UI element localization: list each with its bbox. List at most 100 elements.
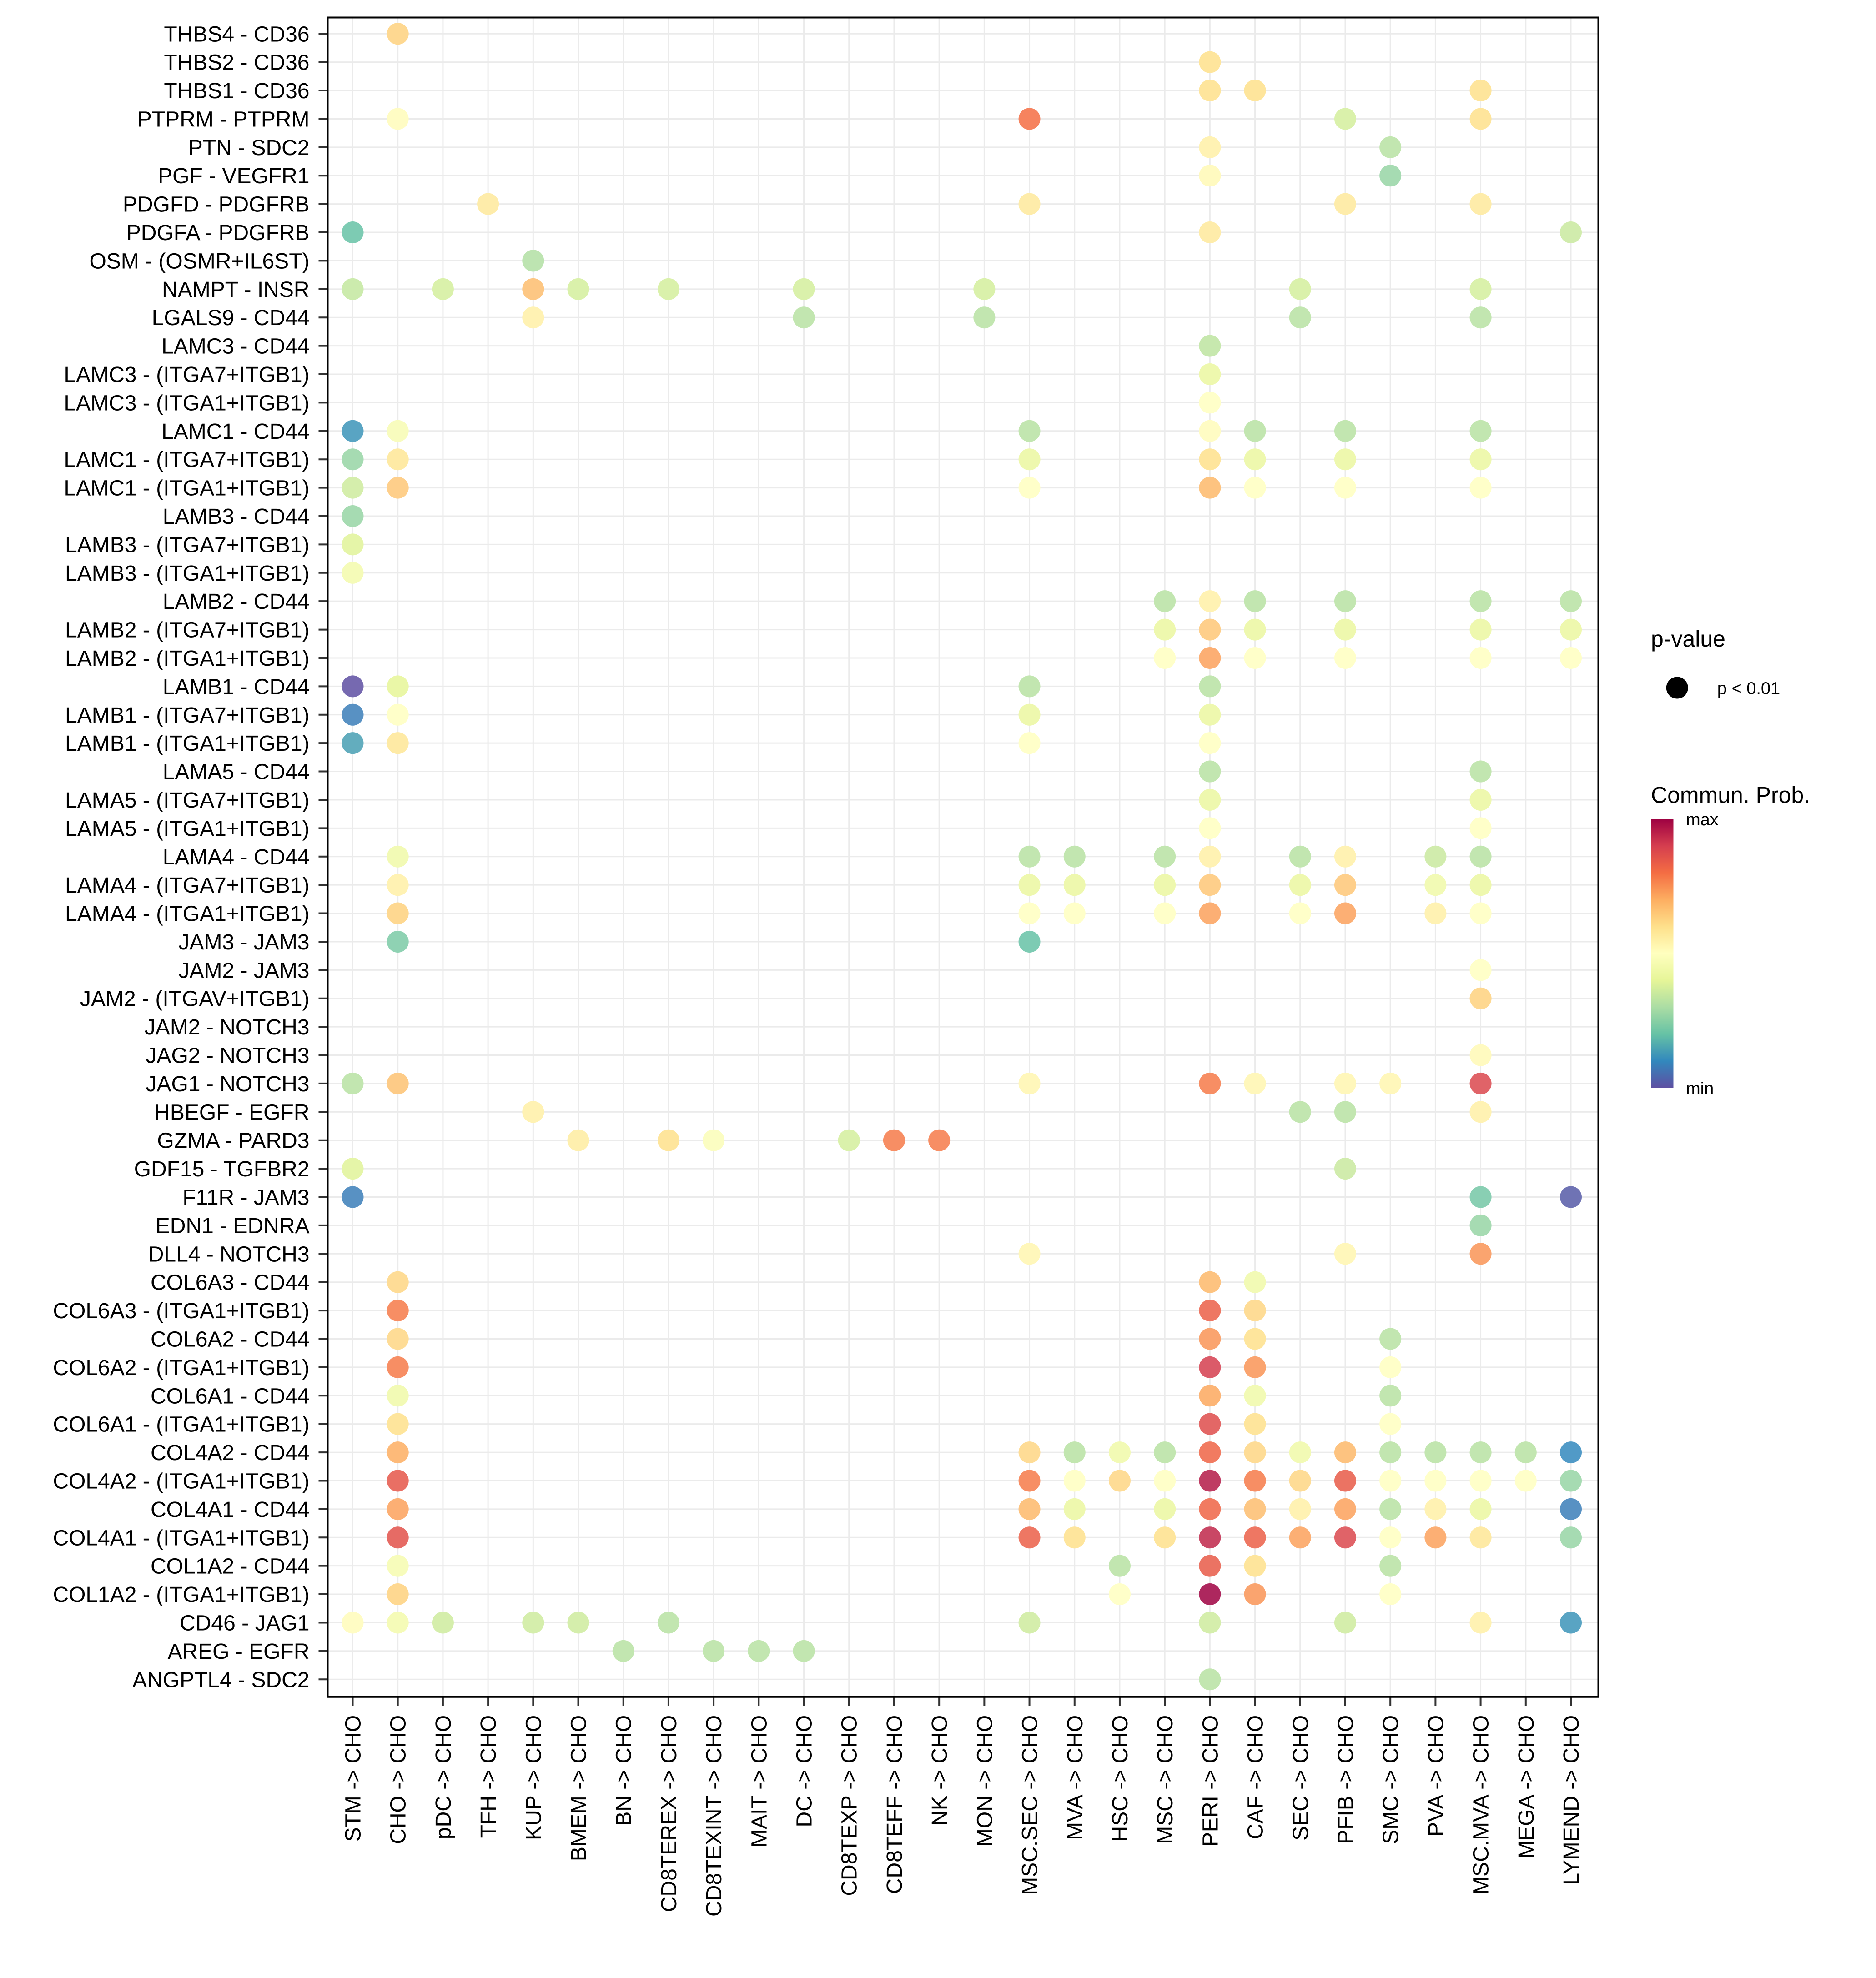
data-point <box>1469 1101 1492 1123</box>
y-tick-label: LAMB2 - CD44 <box>163 590 310 614</box>
data-point <box>1424 1470 1447 1492</box>
x-tick-label: CD8TEXP -> CHO <box>838 1715 862 1896</box>
y-tick-label: LAMB3 - CD44 <box>163 505 310 529</box>
data-point <box>1244 477 1266 499</box>
data-point <box>1469 902 1492 924</box>
data-point <box>1063 1526 1086 1549</box>
data-point <box>1154 845 1176 868</box>
data-point <box>1018 1470 1041 1492</box>
data-point <box>612 1640 634 1662</box>
data-point <box>1334 1158 1356 1180</box>
data-point <box>1469 306 1492 329</box>
data-point <box>1379 1526 1402 1549</box>
data-point <box>1560 590 1582 612</box>
y-tick-label: PTPRM - PTPRM <box>137 107 310 131</box>
y-tick-label: NAMPT - INSR <box>162 278 309 302</box>
y-tick-label: COL4A1 - (ITGA1+ITGB1) <box>53 1526 309 1550</box>
data-point <box>387 1385 409 1407</box>
y-tick-label: PGF - VEGFR1 <box>158 164 309 188</box>
data-point <box>1379 1555 1402 1577</box>
colorbar <box>1651 819 1674 1088</box>
y-tick-label: THBS4 - CD36 <box>164 22 309 46</box>
data-point <box>1199 647 1221 669</box>
data-point <box>1469 1072 1492 1094</box>
data-point <box>1560 1612 1582 1634</box>
x-tick-label: MSC.SEC -> CHO <box>1018 1715 1042 1895</box>
data-point <box>1199 477 1221 499</box>
y-tick-label: LAMB1 - CD44 <box>163 675 310 699</box>
data-point <box>657 1612 679 1634</box>
y-tick-label: GDF15 - TGFBR2 <box>134 1157 310 1181</box>
data-point <box>342 1158 364 1180</box>
data-point <box>387 23 409 45</box>
x-tick-label: MSC.MVA -> CHO <box>1469 1715 1494 1895</box>
data-point <box>1199 1413 1221 1435</box>
data-point <box>1560 1441 1582 1464</box>
data-point <box>1289 306 1311 329</box>
y-tick-label: OSM - (OSMR+IL6ST) <box>89 249 309 273</box>
data-point <box>342 505 364 527</box>
y-tick-label: LAMA5 - CD44 <box>163 760 310 784</box>
data-point <box>387 703 409 726</box>
y-tick-label: EDN1 - EDNRA <box>156 1214 310 1238</box>
data-point <box>703 1129 725 1151</box>
data-point <box>1424 1498 1447 1520</box>
data-point <box>1199 788 1221 811</box>
data-point <box>1379 1072 1402 1094</box>
data-point <box>1469 420 1492 442</box>
data-point <box>1334 1101 1356 1123</box>
data-point <box>1514 1470 1537 1492</box>
data-point <box>1379 1385 1402 1407</box>
data-point <box>1289 1526 1311 1549</box>
data-point <box>1244 1072 1266 1094</box>
data-point <box>1469 817 1492 839</box>
data-point <box>1199 1356 1221 1378</box>
y-tick-label: F11R - JAM3 <box>182 1186 309 1210</box>
data-point <box>342 448 364 471</box>
commun-prob-legend-title: Commun. Prob. <box>1651 783 1810 808</box>
data-point <box>477 193 499 215</box>
data-point <box>1244 647 1266 669</box>
legend: p-value p < 0.01 Commun. Prob. max min <box>1651 626 1810 1098</box>
data-point <box>387 930 409 953</box>
data-point <box>1560 1498 1582 1520</box>
data-point <box>1334 193 1356 215</box>
data-point <box>1199 80 1221 102</box>
data-point <box>1199 165 1221 187</box>
plot-panel-border <box>327 16 1599 1698</box>
data-point <box>1334 1243 1356 1265</box>
data-point <box>1199 675 1221 698</box>
data-point <box>1199 1072 1221 1094</box>
data-point <box>1244 1555 1266 1577</box>
y-tick-label: COL1A2 - CD44 <box>151 1555 309 1579</box>
data-point <box>1244 1583 1266 1606</box>
data-point <box>1469 1441 1492 1464</box>
data-point <box>1469 1243 1492 1265</box>
x-tick-label: KUP -> CHO <box>522 1715 546 1840</box>
data-point <box>1469 448 1492 471</box>
data-point <box>342 1072 364 1094</box>
data-point <box>1108 1441 1131 1464</box>
data-point <box>387 1072 409 1094</box>
data-point <box>1244 1328 1266 1350</box>
y-tick-label: CD46 - JAG1 <box>180 1611 309 1635</box>
data-point <box>748 1640 770 1662</box>
data-point <box>1244 448 1266 471</box>
y-tick-label: LAMC3 - (ITGA7+ITGB1) <box>64 363 309 387</box>
data-point <box>1199 1470 1221 1492</box>
data-point <box>387 1300 409 1322</box>
data-point <box>1379 1498 1402 1520</box>
data-point <box>1018 420 1041 442</box>
x-tick-label: PVA -> CHO <box>1424 1715 1448 1837</box>
data-point <box>342 477 364 499</box>
y-tick-label: LAMB2 - (ITGA7+ITGB1) <box>65 618 309 643</box>
data-point <box>703 1640 725 1662</box>
data-point <box>1199 902 1221 924</box>
data-point <box>793 278 815 300</box>
data-point <box>1154 1526 1176 1549</box>
data-point <box>522 278 544 300</box>
data-point <box>1199 845 1221 868</box>
data-point <box>1154 1498 1176 1520</box>
data-point <box>1154 902 1176 924</box>
y-tick-label: GZMA - PARD3 <box>157 1129 309 1153</box>
